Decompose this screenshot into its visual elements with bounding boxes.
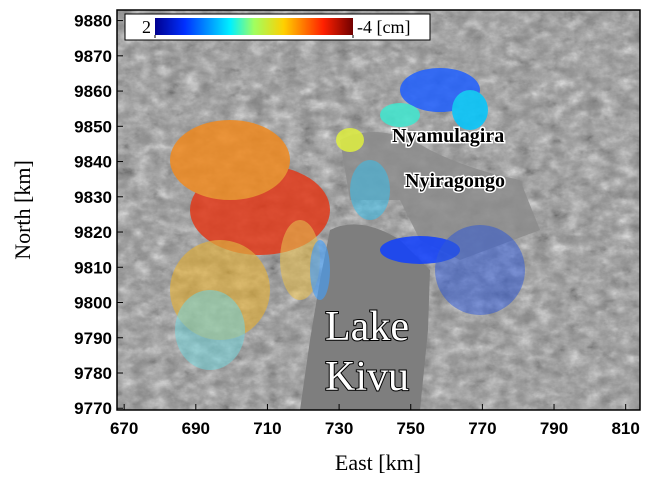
x-tick-label: 750 xyxy=(397,419,425,438)
x-axis-label: East [km] xyxy=(335,450,421,475)
y-tick-label: 9790 xyxy=(74,329,112,348)
lake-label: Lake xyxy=(325,304,409,350)
y-tick-label: 9770 xyxy=(74,399,112,418)
y-tick-label: 9850 xyxy=(74,117,112,136)
map-figure: Nyamulagira Nyiragongo Lake Kivu East [k… xyxy=(0,0,646,478)
y-axis-label: North [km] xyxy=(10,160,35,260)
colorbar-label: 2 xyxy=(142,17,151,37)
y-tick-label: 9880 xyxy=(74,12,112,31)
x-tick-label: 730 xyxy=(325,419,353,438)
x-tick-label: 810 xyxy=(611,419,639,438)
x-tick-label: 710 xyxy=(253,419,281,438)
y-tick-label: 9820 xyxy=(74,223,112,242)
x-tick-label: 670 xyxy=(110,419,138,438)
y-tick-label: 9780 xyxy=(74,364,112,383)
y-tick-label: 9830 xyxy=(74,188,112,207)
x-tick-label: 770 xyxy=(468,419,496,438)
colorbar xyxy=(155,18,353,35)
colorbar-label: -4 [cm] xyxy=(357,17,410,37)
place-label: Nyamulagira xyxy=(392,125,504,147)
basemap xyxy=(117,10,640,410)
y-tick-label: 9860 xyxy=(74,82,112,101)
place-label: Nyiragongo xyxy=(405,170,505,192)
y-tick-label: 9870 xyxy=(74,47,112,66)
y-tick-label: 9800 xyxy=(74,294,112,313)
y-tick-label: 9810 xyxy=(74,258,112,277)
y-tick-label: 9840 xyxy=(74,153,112,172)
x-tick-label: 790 xyxy=(540,419,568,438)
x-tick-label: 690 xyxy=(182,419,210,438)
lake-label: Kivu xyxy=(325,354,409,400)
